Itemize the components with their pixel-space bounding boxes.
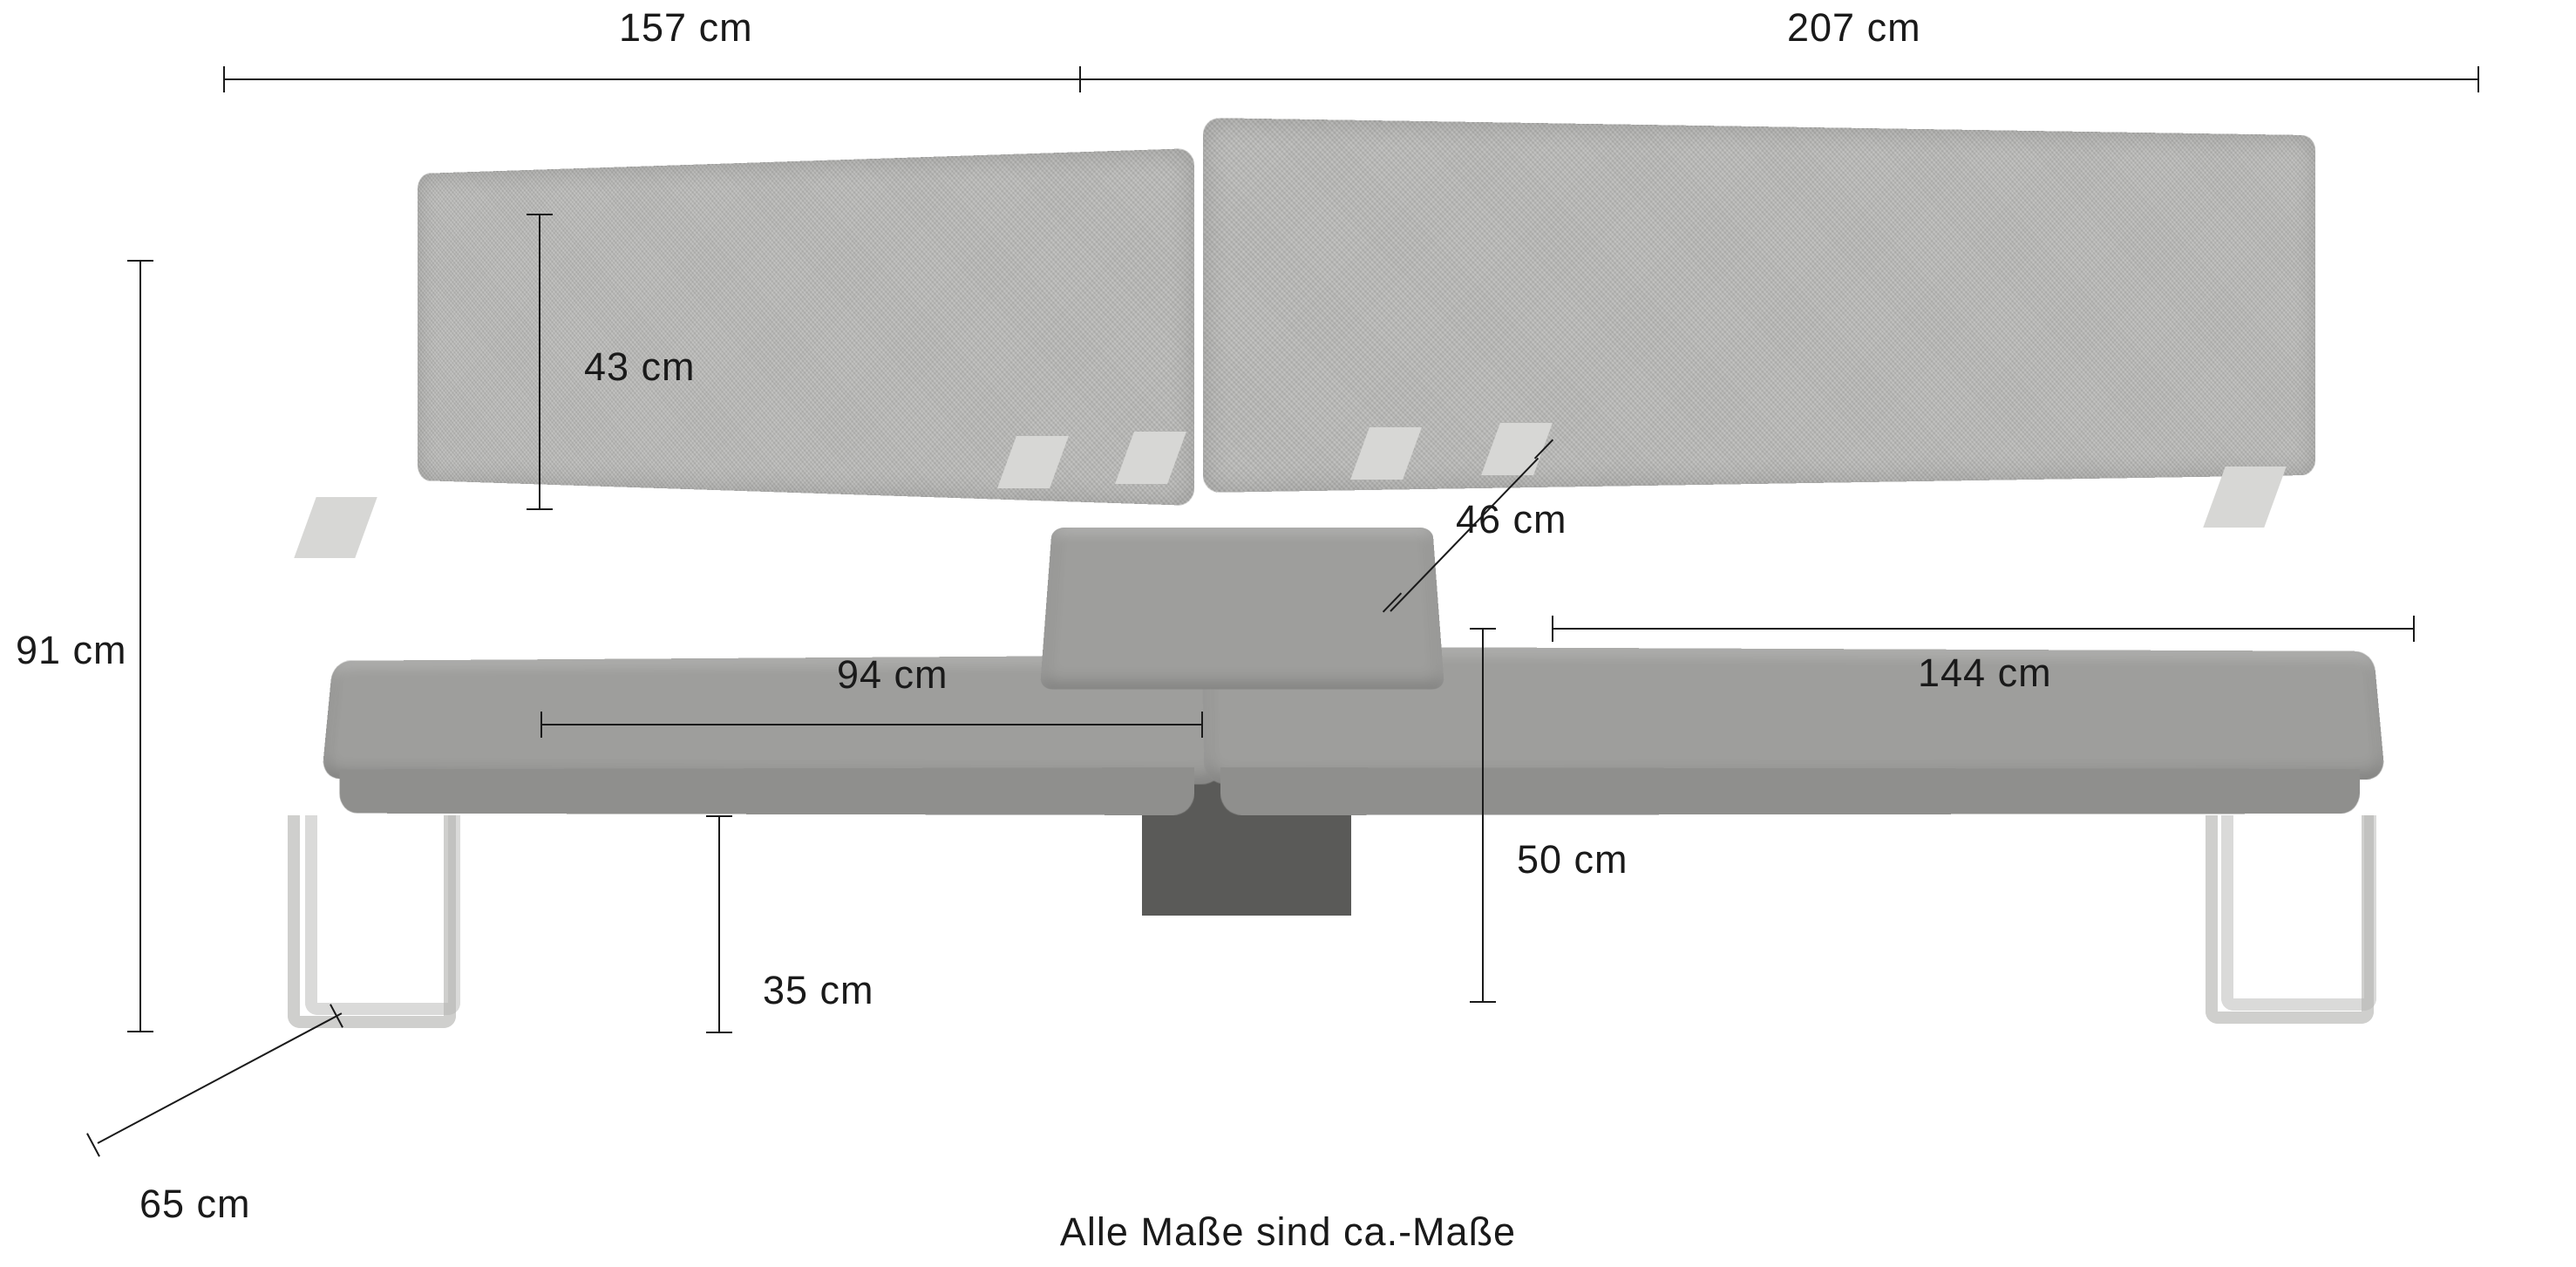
- tick-seat-right-a: [1552, 616, 1553, 642]
- tick-leg-clear-top: [706, 815, 732, 817]
- label-seat-h: 50 cm: [1517, 837, 1628, 882]
- label-height: 91 cm: [16, 628, 127, 673]
- sofa-backrest-left: [418, 148, 1194, 506]
- label-seat-left: 94 cm: [837, 652, 948, 698]
- dimline-top-right: [1081, 78, 2479, 80]
- dimline-height: [139, 260, 141, 1032]
- tick-height-top: [127, 260, 153, 262]
- dimline-seat-right: [1552, 628, 2415, 630]
- tick-leg-clear-bot: [706, 1032, 732, 1033]
- tick-seat-h-bot: [1470, 1001, 1496, 1003]
- bracket-left-3: [294, 497, 377, 558]
- footnote-text: Alle Maße sind ca.-Maße: [1060, 1209, 1516, 1255]
- label-backrest-h: 43 cm: [584, 344, 696, 390]
- dimline-seat-h: [1482, 628, 1484, 1003]
- diagram-stage: 157 cm 207 cm 91 cm 65 cm 43 cm 46 cm 94…: [0, 0, 2576, 1267]
- label-top-right: 207 cm: [1787, 5, 1921, 51]
- tick-top-right-end: [2477, 66, 2479, 92]
- tick-seat-right-b: [2413, 616, 2415, 642]
- label-top-left: 157 cm: [619, 5, 753, 51]
- label-seat-right: 144 cm: [1918, 651, 2052, 696]
- sofa-leg-right-shadow: [2221, 815, 2376, 1011]
- sofa-leg-left-shadow: [305, 815, 460, 1015]
- label-seat-depth: 46 cm: [1456, 497, 1567, 542]
- label-leg-clear: 35 cm: [763, 968, 874, 1013]
- tick-backrest-bot: [527, 508, 553, 510]
- tick-seat-left-a: [540, 712, 542, 738]
- tick-backrest-top: [527, 214, 553, 215]
- dimline-leg-clear: [718, 815, 720, 1033]
- tick-seat-h-top: [1470, 628, 1496, 630]
- tick-height-bot: [127, 1031, 153, 1032]
- dimline-backrest-h: [539, 214, 540, 510]
- sofa-seat-right-edge: [1220, 767, 2360, 815]
- dimline-seat-left: [540, 724, 1203, 725]
- tick-depth-start: [86, 1133, 100, 1156]
- label-depth: 65 cm: [139, 1182, 251, 1227]
- tick-seat-left-b: [1201, 712, 1203, 738]
- tick-top-left-start: [223, 66, 225, 92]
- sofa-seat-left-edge: [339, 767, 1194, 815]
- dimline-top-left: [223, 78, 1081, 80]
